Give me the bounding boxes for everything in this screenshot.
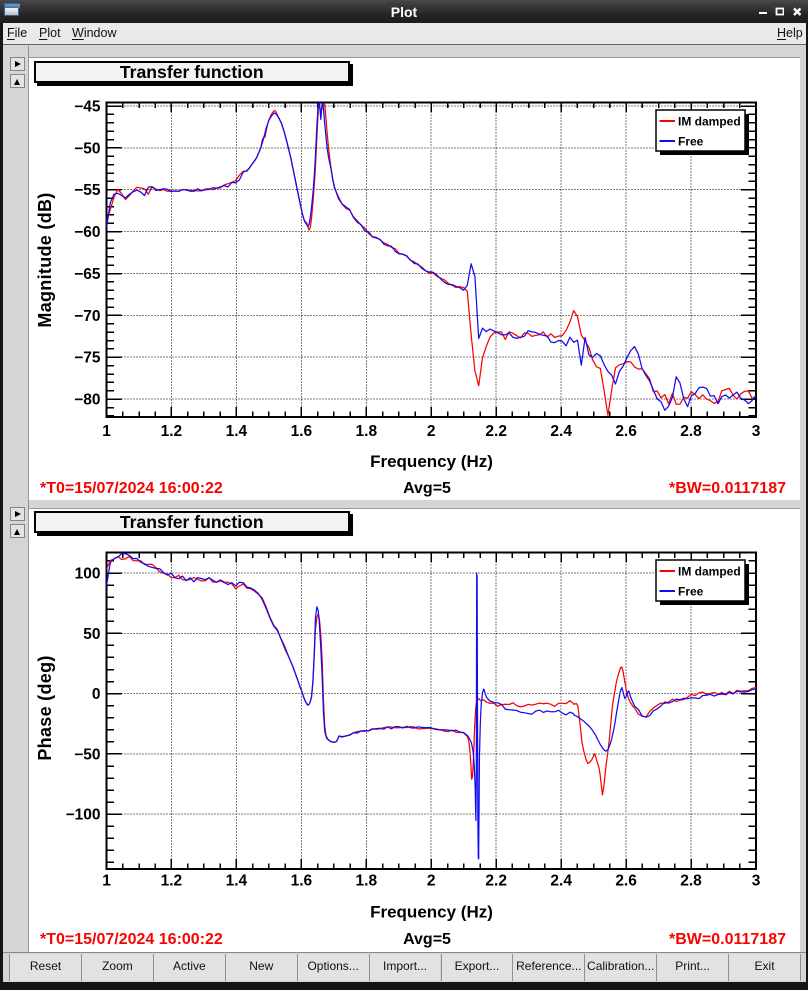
svg-text:−45: −45	[74, 99, 101, 116]
svg-text:Magnitude (dB): Magnitude (dB)	[35, 192, 55, 327]
svg-text:1.6: 1.6	[291, 873, 313, 890]
svg-text:100: 100	[75, 566, 101, 583]
svg-text:1.6: 1.6	[291, 423, 313, 440]
svg-text:Frequency (Hz): Frequency (Hz)	[370, 903, 493, 922]
svg-text:Phase (deg): Phase (deg)	[35, 655, 55, 760]
svg-text:2.6: 2.6	[615, 423, 637, 440]
svg-text:−80: −80	[74, 392, 100, 409]
svg-text:2: 2	[427, 873, 436, 890]
svg-text:−70: −70	[74, 308, 100, 325]
svg-text:IM damped: IM damped	[678, 565, 741, 579]
svg-text:Free: Free	[678, 135, 704, 149]
svg-text:−75: −75	[74, 350, 101, 367]
svg-text:3: 3	[752, 423, 761, 440]
svg-text:*BW=0.0117187: *BW=0.0117187	[669, 480, 786, 497]
svg-text:2.2: 2.2	[485, 423, 507, 440]
svg-text:−50: −50	[74, 140, 100, 157]
svg-text:2.6: 2.6	[615, 873, 637, 890]
svg-text:1.8: 1.8	[356, 873, 378, 890]
svg-text:−100: −100	[66, 807, 101, 824]
svg-text:0: 0	[92, 686, 101, 703]
svg-text:2.4: 2.4	[550, 423, 572, 440]
svg-text:−55: −55	[74, 182, 101, 199]
svg-text:IM damped: IM damped	[678, 115, 741, 129]
svg-text:*T0=15/07/2024 16:00:22: *T0=15/07/2024 16:00:22	[40, 480, 223, 497]
svg-text:*T0=15/07/2024 16:00:22: *T0=15/07/2024 16:00:22	[40, 931, 223, 948]
svg-text:Avg=5: Avg=5	[403, 480, 451, 497]
svg-text:Avg=5: Avg=5	[403, 931, 451, 948]
svg-text:2.4: 2.4	[550, 873, 572, 890]
svg-text:50: 50	[83, 626, 100, 643]
svg-text:−65: −65	[74, 266, 101, 283]
svg-text:*BW=0.0117187: *BW=0.0117187	[669, 931, 786, 948]
svg-text:1: 1	[102, 873, 111, 890]
svg-text:2.2: 2.2	[485, 873, 507, 890]
svg-text:2: 2	[427, 423, 436, 440]
svg-text:2.8: 2.8	[680, 873, 702, 890]
svg-text:1.2: 1.2	[161, 423, 183, 440]
svg-text:1.2: 1.2	[161, 873, 183, 890]
svg-text:1.4: 1.4	[226, 423, 248, 440]
svg-text:2.8: 2.8	[680, 423, 702, 440]
svg-text:Frequency (Hz): Frequency (Hz)	[370, 452, 493, 471]
svg-text:1: 1	[102, 423, 111, 440]
svg-text:−60: −60	[74, 224, 100, 241]
svg-text:Free: Free	[678, 585, 704, 599]
svg-text:1.4: 1.4	[226, 873, 248, 890]
svg-text:1.8: 1.8	[356, 423, 378, 440]
svg-text:3: 3	[752, 873, 761, 890]
svg-text:−50: −50	[74, 746, 100, 763]
